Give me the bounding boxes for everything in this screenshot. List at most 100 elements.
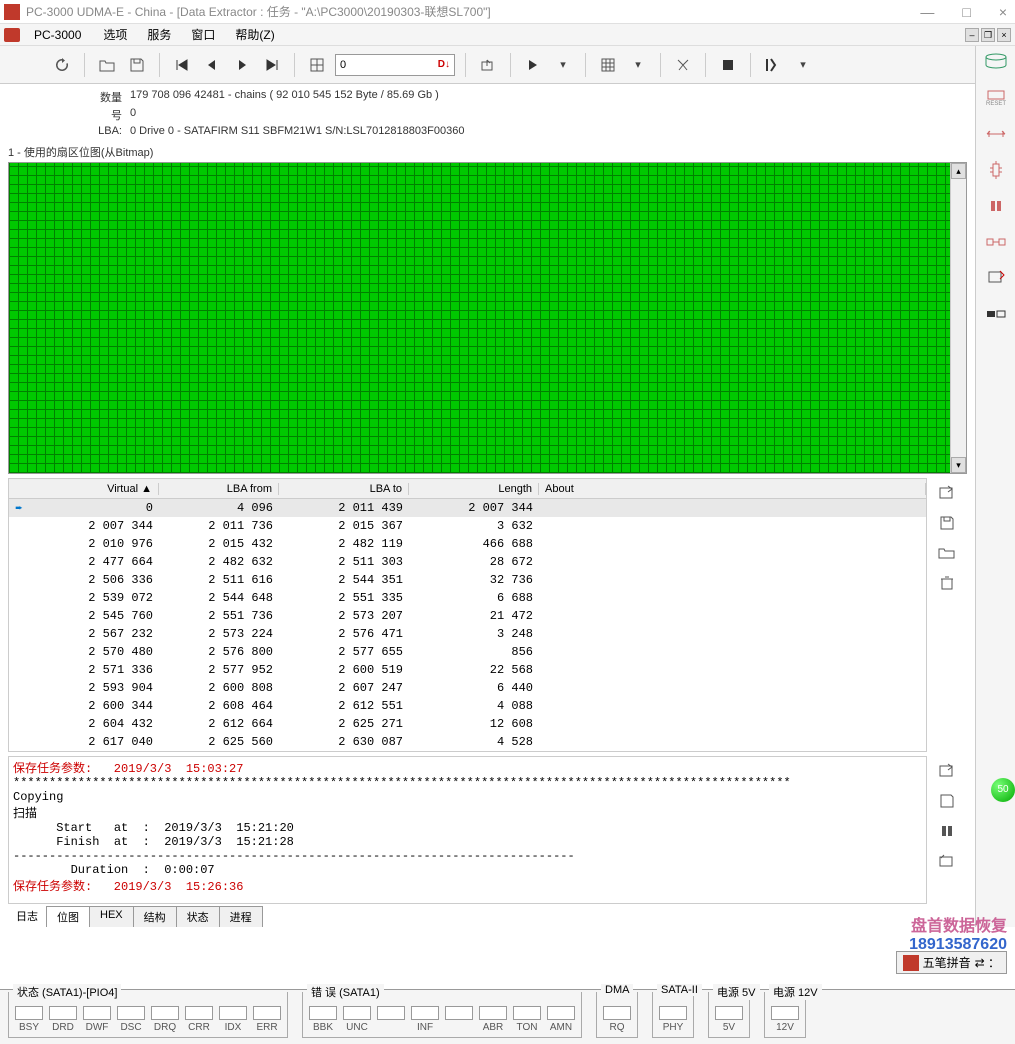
status-box bbox=[659, 1006, 687, 1020]
table-row[interactable]: 2 570 480 2 576 800 2 577 655 856 bbox=[9, 643, 926, 661]
cell-virtual: 0 bbox=[29, 501, 159, 515]
table-body[interactable]: ➨ 0 4 096 2 011 439 2 007 344 2 007 344 … bbox=[9, 499, 926, 751]
log-clear-icon[interactable] bbox=[935, 850, 959, 872]
table-row[interactable]: 2 604 432 2 612 664 2 625 271 12 608 bbox=[9, 715, 926, 733]
status-cell: DRQ bbox=[149, 1006, 181, 1033]
tools-icon[interactable] bbox=[671, 53, 695, 77]
menu-window[interactable]: 窗口 bbox=[183, 26, 223, 43]
table-row[interactable]: 2 506 336 2 511 616 2 544 351 32 736 bbox=[9, 571, 926, 589]
scroll-down-icon[interactable]: ▾ bbox=[951, 457, 966, 473]
export-icon[interactable] bbox=[476, 53, 500, 77]
cell-length: 4 528 bbox=[409, 735, 539, 749]
bitmap-section: 1 - 使用的扇区位图(从Bitmap) ▴ ▾ bbox=[8, 144, 967, 474]
address-input[interactable]: 0D↓ bbox=[335, 54, 455, 76]
cell-lbafrom: 2 625 560 bbox=[159, 735, 279, 749]
table-row[interactable]: 2 600 344 2 608 464 2 612 551 4 088 bbox=[9, 697, 926, 715]
status-group-label: 错 误 (SATA1) bbox=[307, 984, 384, 1000]
plug-icon[interactable] bbox=[982, 302, 1010, 326]
reset-icon[interactable]: RESET bbox=[982, 86, 1010, 110]
bitmap-container: ▴ ▾ bbox=[8, 162, 967, 474]
cell-lbato: 2 576 471 bbox=[279, 627, 409, 641]
window-controls: — □ × bbox=[916, 4, 1011, 20]
status-groups: 状态 (SATA1)-[PIO4]BSYDRDDWFDSCDRQCRRIDXER… bbox=[8, 992, 1007, 1038]
table-row[interactable]: 2 010 976 2 015 432 2 482 119 466 688 bbox=[9, 535, 926, 553]
mdi-minimize[interactable]: – bbox=[965, 28, 979, 42]
table-row[interactable]: 2 545 760 2 551 736 2 573 207 21 472 bbox=[9, 607, 926, 625]
log-save-icon[interactable] bbox=[935, 790, 959, 812]
table-export-icon[interactable] bbox=[935, 482, 959, 504]
th-about[interactable]: About bbox=[539, 483, 926, 495]
table-row[interactable]: 2 593 904 2 600 808 2 607 247 6 440 bbox=[9, 679, 926, 697]
tab-status[interactable]: 状态 bbox=[176, 906, 220, 927]
refresh-icon[interactable] bbox=[50, 53, 74, 77]
scroll-up-icon[interactable]: ▴ bbox=[951, 163, 966, 179]
nav-prev-icon[interactable] bbox=[200, 53, 224, 77]
log-line: 扫描 bbox=[13, 804, 922, 821]
close-button[interactable]: × bbox=[995, 4, 1011, 20]
mdi-restore[interactable]: ❐ bbox=[981, 28, 995, 42]
log-pause-icon[interactable] bbox=[935, 820, 959, 842]
open-icon[interactable] bbox=[95, 53, 119, 77]
tab-hex[interactable]: HEX bbox=[89, 906, 134, 927]
table-save-icon[interactable] bbox=[935, 512, 959, 534]
log-box[interactable]: 保存任务参数: 2019/3/3 15:03:27***************… bbox=[8, 756, 927, 904]
th-length[interactable]: Length bbox=[409, 483, 539, 495]
chip-icon[interactable] bbox=[982, 158, 1010, 182]
status-label: DRQ bbox=[149, 1022, 181, 1033]
table-delete-icon[interactable] bbox=[935, 572, 959, 594]
play-icon[interactable] bbox=[521, 53, 545, 77]
bitmap-scrollbar[interactable]: ▴ ▾ bbox=[950, 163, 966, 473]
mdi-close[interactable]: × bbox=[997, 28, 1011, 42]
menu-options[interactable]: 选项 bbox=[95, 26, 135, 43]
ime-bar[interactable]: 五笔拼音 ⇄ ： bbox=[896, 951, 1007, 974]
erase-icon[interactable] bbox=[982, 266, 1010, 290]
nav-first-icon[interactable] bbox=[170, 53, 194, 77]
table-open-icon[interactable] bbox=[935, 542, 959, 564]
tab-bitmap[interactable]: 位图 bbox=[46, 906, 90, 927]
maximize-button[interactable]: □ bbox=[958, 4, 974, 20]
log-export-icon[interactable] bbox=[935, 760, 959, 782]
tab-struct[interactable]: 结构 bbox=[133, 906, 177, 927]
cell-lbato: 2 630 087 bbox=[279, 735, 409, 749]
status-box bbox=[715, 1006, 743, 1020]
th-lbafrom[interactable]: LBA from bbox=[159, 483, 279, 495]
table-row[interactable]: 2 477 664 2 482 632 2 511 303 28 672 bbox=[9, 553, 926, 571]
grid-icon[interactable] bbox=[305, 53, 329, 77]
nav-last-icon[interactable] bbox=[260, 53, 284, 77]
cell-length: 22 568 bbox=[409, 663, 539, 677]
menu-services[interactable]: 服务 bbox=[139, 26, 179, 43]
minimize-button[interactable]: — bbox=[916, 4, 938, 20]
cell-lbato: 2 011 439 bbox=[279, 501, 409, 515]
link-icon[interactable] bbox=[982, 230, 1010, 254]
status-cell: CRR bbox=[183, 1006, 215, 1033]
cell-lbafrom: 2 577 952 bbox=[159, 663, 279, 677]
exit-icon[interactable] bbox=[761, 53, 785, 77]
measure-icon[interactable] bbox=[982, 122, 1010, 146]
table-row[interactable]: ➨ 0 4 096 2 011 439 2 007 344 bbox=[9, 499, 926, 517]
status-cell: PHY bbox=[657, 1006, 689, 1033]
nav-next-icon[interactable] bbox=[230, 53, 254, 77]
tab-process[interactable]: 进程 bbox=[219, 906, 263, 927]
status-cell: DSC bbox=[115, 1006, 147, 1033]
th-lbato[interactable]: LBA to bbox=[279, 483, 409, 495]
grid-view-icon[interactable] bbox=[596, 53, 620, 77]
table-row[interactable]: 2 567 232 2 573 224 2 576 471 3 248 bbox=[9, 625, 926, 643]
info-value-lba: 0 Drive 0 - SATAFIRM S11 SBFM21W1 S/N:LS… bbox=[130, 125, 464, 137]
status-cell: ERR bbox=[251, 1006, 283, 1033]
log-line: Start at : 2019/3/3 15:21:20 bbox=[13, 821, 922, 835]
table-row[interactable]: 2 007 344 2 011 736 2 015 367 3 632 bbox=[9, 517, 926, 535]
table-row[interactable]: 2 571 336 2 577 952 2 600 519 22 568 bbox=[9, 661, 926, 679]
exit-dropdown-icon[interactable]: ▾ bbox=[791, 53, 815, 77]
play-dropdown-icon[interactable]: ▾ bbox=[551, 53, 575, 77]
pause-sidebar-icon[interactable] bbox=[982, 194, 1010, 218]
save-icon[interactable] bbox=[125, 53, 149, 77]
menu-help[interactable]: 帮助(Z) bbox=[227, 26, 282, 43]
bitmap-grid[interactable] bbox=[9, 163, 950, 473]
table-row[interactable]: 2 539 072 2 544 648 2 551 335 6 688 bbox=[9, 589, 926, 607]
th-virtual[interactable]: Virtual ▲ bbox=[29, 483, 159, 495]
table-row[interactable]: 2 617 040 2 625 560 2 630 087 4 528 bbox=[9, 733, 926, 751]
status-box bbox=[49, 1006, 77, 1020]
stop-icon[interactable] bbox=[716, 53, 740, 77]
disk-icon[interactable] bbox=[982, 50, 1010, 74]
grid-dropdown-icon[interactable]: ▾ bbox=[626, 53, 650, 77]
